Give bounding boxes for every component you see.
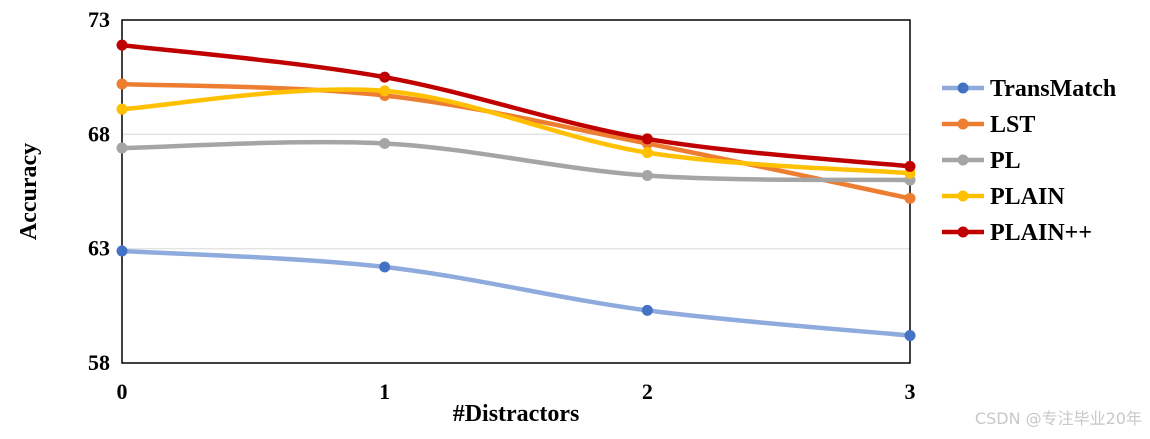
series-lines: [116, 39, 916, 342]
legend-item: PLAIN++: [942, 220, 1092, 246]
legend-label: TransMatch: [990, 76, 1116, 102]
y-tick-label: 73: [88, 7, 110, 32]
legend-marker: [957, 190, 969, 202]
data-point: [904, 160, 916, 172]
series-line: [119, 139, 913, 183]
y-tick-label: 68: [88, 121, 110, 146]
legend-marker: [957, 118, 969, 130]
legend-item: LST: [942, 112, 1035, 138]
series-plain: [116, 85, 916, 179]
data-point: [379, 71, 391, 83]
legend-marker: [957, 226, 969, 238]
y-tick-label: 58: [88, 350, 110, 375]
y-axis-ticks: 58 63 68 73: [88, 7, 110, 375]
data-point: [116, 245, 128, 257]
legend-marker: [957, 82, 969, 94]
x-tick-label: 3: [905, 379, 916, 404]
data-point: [379, 137, 391, 149]
y-axis-title: Accuracy: [16, 143, 42, 240]
series-line: [119, 81, 913, 201]
data-point: [116, 103, 128, 115]
plot-area: [121, 19, 911, 364]
legend-label: PLAIN: [990, 184, 1065, 210]
series-line: [119, 248, 913, 338]
x-tick-label: 2: [642, 379, 653, 404]
x-axis-title: #Distractors: [453, 401, 580, 427]
data-point: [379, 85, 391, 97]
legend-marker: [957, 154, 969, 166]
legend-item: TransMatch: [942, 76, 1116, 102]
x-axis-ticks: 0 1 2 3: [117, 379, 916, 404]
series-line: [119, 87, 913, 176]
data-point: [379, 261, 391, 273]
data-point: [116, 78, 128, 90]
legend-item: PLAIN: [942, 184, 1065, 210]
watermark: CSDN @专注毕业20年: [974, 409, 1142, 428]
x-tick-label: 0: [117, 379, 128, 404]
legend-label: LST: [990, 112, 1035, 138]
y-tick-label: 63: [88, 236, 110, 261]
series-pl: [116, 137, 916, 186]
data-point: [641, 133, 653, 145]
legend-label: PL: [990, 148, 1021, 174]
legend-item: PL: [942, 148, 1021, 174]
data-point: [116, 142, 128, 154]
data-point: [116, 39, 128, 51]
data-point: [641, 304, 653, 316]
grid-lines: [122, 133, 910, 250]
legend-label: PLAIN++: [990, 220, 1092, 246]
legend: TransMatch LST PL PLAIN PLAIN++: [942, 76, 1116, 246]
data-point: [904, 330, 916, 342]
series-plainplusplus: [116, 39, 916, 172]
series-transmatch: [116, 245, 916, 342]
data-point: [904, 192, 916, 204]
data-point: [641, 169, 653, 181]
data-point: [641, 147, 653, 159]
series-line: [119, 42, 913, 169]
x-tick-label: 1: [379, 379, 390, 404]
